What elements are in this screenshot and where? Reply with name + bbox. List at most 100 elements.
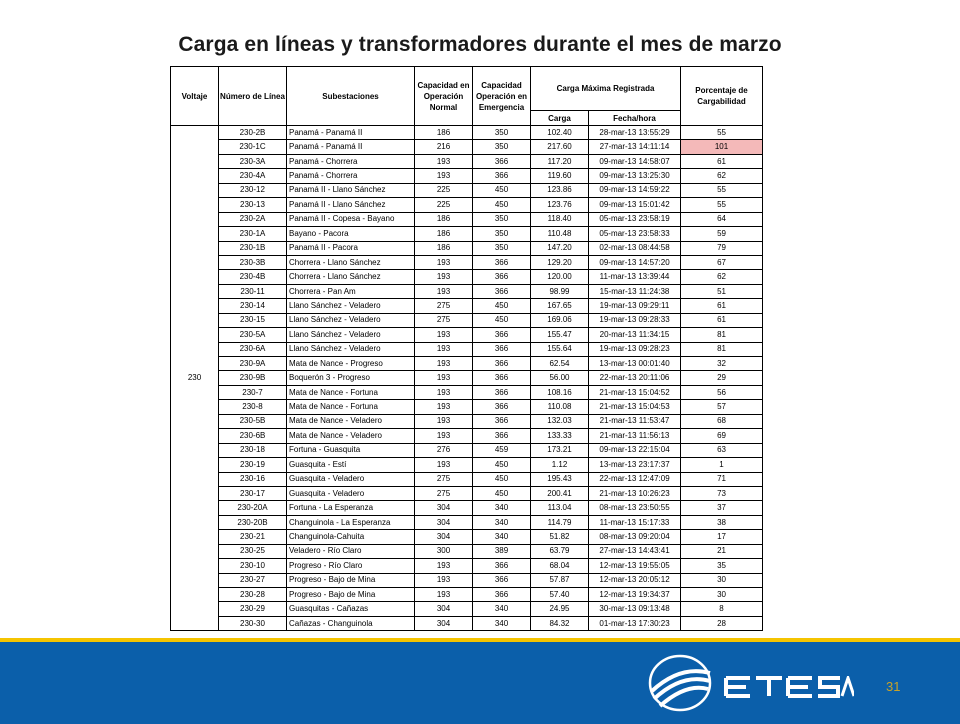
table-row: 230-9A Mata de Nance - Progreso 193 366 62.5… bbox=[171, 355, 764, 372]
line-number-cell: 230-9A bbox=[218, 355, 287, 372]
table-row: 230-20A Fortuna - La Esperanza 304 340 113.0… bbox=[171, 500, 764, 516]
load-cell: 155.47 bbox=[530, 327, 589, 343]
normal-capacity-cell: 193 bbox=[414, 341, 473, 358]
table-row: 230-6A Llano Sánchez - Veladero 193 366 155.… bbox=[171, 341, 764, 358]
header-porcentaje: Porcentaje de Cargabilidad bbox=[680, 66, 764, 126]
emergency-capacity-cell: 366 bbox=[472, 572, 531, 589]
load-cell: 123.76 bbox=[530, 197, 589, 213]
datetime-cell: 05-mar-13 23:58:19 bbox=[587, 211, 682, 228]
percent-cell: 67 bbox=[680, 254, 764, 271]
load-cell: 62.54 bbox=[530, 355, 589, 372]
datetime-cell: 09-mar-13 14:59:22 bbox=[587, 182, 682, 199]
datetime-cell: 12-mar-13 19:34:37 bbox=[587, 586, 682, 603]
line-number-cell: 230-21 bbox=[218, 529, 287, 545]
percent-cell: 38 bbox=[680, 514, 764, 531]
line-number-cell: 230-4A bbox=[218, 168, 287, 184]
emergency-capacity-cell: 350 bbox=[472, 240, 531, 256]
datetime-cell: 21-mar-13 15:04:52 bbox=[587, 384, 682, 401]
percent-cell: 59 bbox=[680, 226, 764, 242]
substations-cell: Panamá II - Llano Sánchez bbox=[286, 182, 415, 199]
load-cell: 57.40 bbox=[530, 586, 589, 603]
datetime-cell: 12-mar-13 19:55:05 bbox=[587, 558, 682, 574]
header-capacidad-normal: Capacidad en Operación Normal bbox=[414, 66, 473, 126]
datetime-cell: 21-mar-13 10:26:23 bbox=[587, 485, 682, 502]
load-cell: 120.00 bbox=[530, 269, 589, 285]
percent-cell: 64 bbox=[680, 211, 764, 228]
substations-cell: Bayano - Pacora bbox=[286, 226, 415, 242]
substations-cell: Changuinola-Cahuita bbox=[286, 529, 415, 545]
load-cell: 119.60 bbox=[530, 168, 589, 184]
table-row: 230-1B Panamá II - Pacora 186 350 147.20 02-m… bbox=[171, 240, 764, 256]
datetime-cell: 15-mar-13 11:24:38 bbox=[587, 283, 682, 300]
line-number-cell: 230-1A bbox=[218, 226, 287, 242]
normal-capacity-cell: 304 bbox=[414, 529, 473, 545]
line-number-cell: 230-8 bbox=[218, 399, 287, 415]
line-number-cell: 230-2B bbox=[218, 124, 287, 141]
substations-cell: Mata de Nance - Veladero bbox=[286, 413, 415, 430]
percent-cell: 71 bbox=[680, 471, 764, 487]
substations-cell: Chorrera - Pan Am bbox=[286, 283, 415, 300]
percent-cell: 21 bbox=[680, 543, 764, 560]
header-numero-linea: Número de Línea bbox=[218, 66, 287, 126]
table-row: 230-5B Mata de Nance - Veladero 193 366 132.… bbox=[171, 413, 764, 430]
emergency-capacity-cell: 340 bbox=[472, 615, 531, 632]
substations-cell: Llano Sánchez - Veladero bbox=[286, 341, 415, 358]
line-number-cell: 230-9B bbox=[218, 370, 287, 386]
load-cell: 133.33 bbox=[530, 428, 589, 444]
normal-capacity-cell: 216 bbox=[414, 139, 473, 155]
table-row: 230-27 Progreso - Bajo de Mina 193 366 57.87… bbox=[171, 572, 764, 589]
table-subheader-row: Carga Fecha/hora bbox=[171, 110, 763, 126]
datetime-cell: 11-mar-13 13:39:44 bbox=[587, 269, 682, 285]
load-cell: 217.60 bbox=[530, 139, 589, 155]
line-number-cell: 230-6A bbox=[218, 341, 287, 358]
line-number-cell: 230-29 bbox=[218, 601, 287, 617]
load-cell: 169.06 bbox=[530, 312, 589, 329]
header-subestaciones: Subestaciones bbox=[286, 66, 415, 126]
normal-capacity-cell: 275 bbox=[414, 298, 473, 314]
datetime-cell: 13-mar-13 00:01:40 bbox=[587, 355, 682, 372]
line-number-cell: 230-20B bbox=[218, 514, 287, 531]
table-row: 230-7 Mata de Nance - Fortuna 193 366 108.16… bbox=[171, 384, 764, 401]
datetime-cell: 09-mar-13 13:25:30 bbox=[587, 168, 682, 184]
line-number-cell: 230-11 bbox=[218, 283, 287, 300]
datetime-cell: 02-mar-13 08:44:58 bbox=[587, 240, 682, 256]
emergency-capacity-cell: 340 bbox=[472, 529, 531, 545]
line-number-cell: 230-3B bbox=[218, 254, 287, 271]
normal-capacity-cell: 225 bbox=[414, 182, 473, 199]
voltage-cell: 230 bbox=[170, 124, 219, 632]
table-row: 230-1C Panamá - Panamá II 216 350 217.60 27-m… bbox=[171, 139, 764, 155]
line-number-cell: 230-28 bbox=[218, 586, 287, 603]
datetime-cell: 05-mar-13 23:58:33 bbox=[587, 226, 682, 242]
substations-cell: Llano Sánchez - Veladero bbox=[286, 312, 415, 329]
load-cell: 110.48 bbox=[530, 226, 589, 242]
emergency-capacity-cell: 366 bbox=[472, 327, 531, 343]
header-voltaje: Voltaje bbox=[170, 66, 219, 126]
table-row: 230-25 Veladero - Río Claro 300 389 63.79 27-… bbox=[171, 543, 764, 560]
load-cell: 57.87 bbox=[530, 572, 589, 589]
datetime-cell: 12-mar-13 20:05:12 bbox=[587, 572, 682, 589]
emergency-capacity-cell: 459 bbox=[472, 442, 531, 459]
percent-cell: 63 bbox=[680, 442, 764, 459]
substations-cell: Chorrera - Llano Sánchez bbox=[286, 269, 415, 285]
percent-cell: 30 bbox=[680, 572, 764, 589]
load-cell: 24.95 bbox=[530, 601, 589, 617]
percent-cell: 35 bbox=[680, 558, 764, 574]
table-row: 230-10 Progreso - Río Claro 193 366 68.04 12-… bbox=[171, 558, 764, 574]
normal-capacity-cell: 275 bbox=[414, 485, 473, 502]
table-row: 230-17 Guasquita - Veladero 275 450 200.41 21… bbox=[171, 485, 764, 502]
load-cell: 110.08 bbox=[530, 399, 589, 415]
substations-cell: Fortuna - La Esperanza bbox=[286, 500, 415, 516]
percent-cell: 62 bbox=[680, 168, 764, 184]
percent-cell: 62 bbox=[680, 269, 764, 285]
load-cell: 173.21 bbox=[530, 442, 589, 459]
percent-cell: 79 bbox=[680, 240, 764, 256]
line-number-cell: 230-16 bbox=[218, 471, 287, 487]
datetime-cell: 13-mar-13 23:17:37 bbox=[587, 457, 682, 473]
line-number-cell: 230-10 bbox=[218, 558, 287, 574]
datetime-cell: 22-mar-13 20:11:06 bbox=[587, 370, 682, 386]
substations-cell: Mata de Nance - Fortuna bbox=[286, 384, 415, 401]
percent-cell: 61 bbox=[680, 153, 764, 170]
substations-cell: Cañazas - Changuinola bbox=[286, 615, 415, 632]
datetime-cell: 22-mar-13 12:47:09 bbox=[587, 471, 682, 487]
percent-cell: 81 bbox=[680, 341, 764, 358]
